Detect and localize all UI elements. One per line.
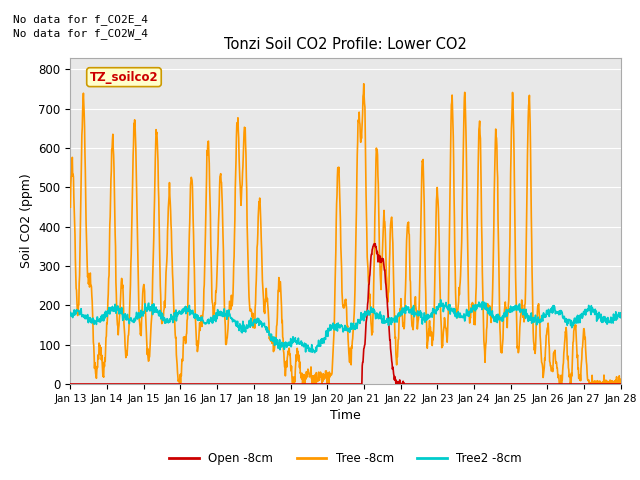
Legend: Open -8cm, Tree -8cm, Tree2 -8cm: Open -8cm, Tree -8cm, Tree2 -8cm [164, 447, 527, 469]
Title: Tonzi Soil CO2 Profile: Lower CO2: Tonzi Soil CO2 Profile: Lower CO2 [224, 37, 467, 52]
Text: No data for f_CO2E_4: No data for f_CO2E_4 [13, 13, 148, 24]
X-axis label: Time: Time [330, 409, 361, 422]
Y-axis label: Soil CO2 (ppm): Soil CO2 (ppm) [20, 173, 33, 268]
Text: No data for f_CO2W_4: No data for f_CO2W_4 [13, 28, 148, 39]
Text: TZ_soilco2: TZ_soilco2 [90, 71, 158, 84]
